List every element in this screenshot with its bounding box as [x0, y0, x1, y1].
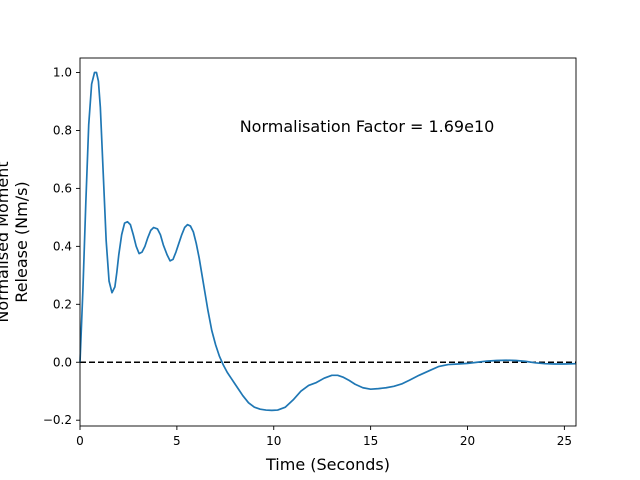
- x-axis-label: Time (Seconds): [265, 455, 390, 474]
- x-tick-label: 20: [460, 434, 475, 448]
- x-tick-label: 0: [76, 434, 84, 448]
- y-tick-label: 0.0: [53, 355, 72, 369]
- y-tick-label: 0.2: [53, 297, 72, 311]
- y-tick-label: −0.2: [43, 413, 72, 427]
- y-tick-label: 0.6: [53, 181, 72, 195]
- axis-ticks: 0 5 10 15 20 25 −0.2 0.0 0.2 0.4 0.6 0.8 1.0: [43, 65, 572, 448]
- axes-frame: [79, 57, 577, 427]
- normalisation-annotation: Normalisation Factor = 1.69e10: [240, 117, 495, 136]
- x-tick-label: 10: [266, 434, 281, 448]
- x-tick-label: 25: [557, 434, 572, 448]
- plot-area: [79, 71, 577, 412]
- y-tick-label: 0.4: [53, 239, 72, 253]
- y-axis-label-line2: Release (Nm/s): [12, 181, 31, 302]
- x-tick-label: 15: [363, 434, 378, 448]
- y-tick-label: 0.8: [53, 123, 72, 137]
- y-tick-label: 1.0: [53, 65, 72, 79]
- x-tick-label: 5: [173, 434, 181, 448]
- y-axis-label: Normalised Moment Release (Nm/s): [0, 161, 31, 322]
- series-line-0: [79, 71, 577, 412]
- y-axis-label-line1: Normalised Moment: [0, 161, 12, 322]
